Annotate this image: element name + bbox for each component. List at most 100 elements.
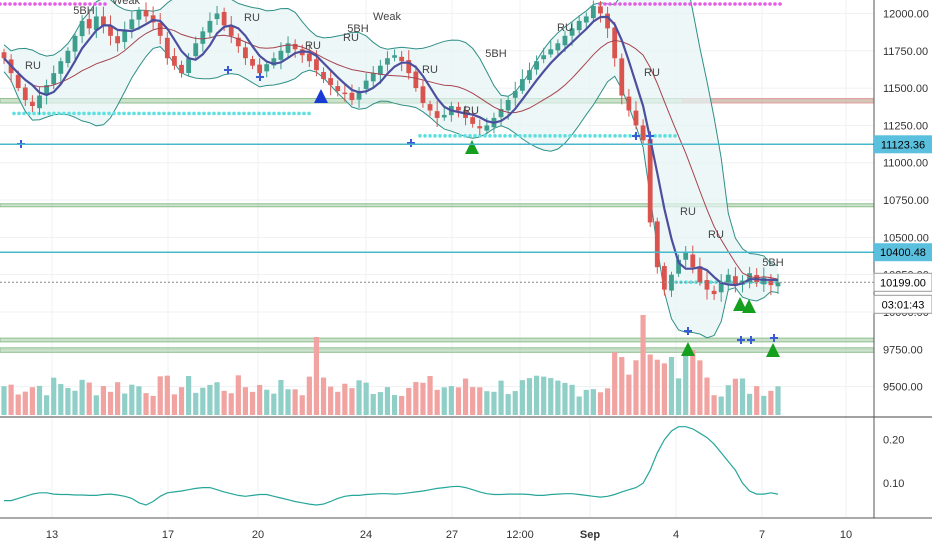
signal-dot xyxy=(683,2,687,6)
x-tick-label: Sep xyxy=(580,529,600,541)
volume-bar xyxy=(576,396,582,415)
candle-body xyxy=(122,31,128,43)
signal-dot xyxy=(668,2,672,6)
x-tick-label: 17 xyxy=(162,529,174,541)
signal-cross xyxy=(224,66,232,74)
signal-dot xyxy=(688,2,692,6)
volume-bar xyxy=(65,387,71,415)
signal-dot xyxy=(302,111,306,116)
volume-bar xyxy=(633,360,639,415)
signal-cross xyxy=(684,327,692,335)
volume-bar xyxy=(15,394,21,415)
volume-bar xyxy=(732,378,738,415)
candle-body xyxy=(51,73,57,85)
signal-dot xyxy=(87,111,91,116)
volume-bar xyxy=(36,385,43,415)
signal-triangle xyxy=(733,297,747,311)
volume-bar xyxy=(356,380,362,415)
volume-bar xyxy=(619,357,625,415)
signal-dot xyxy=(88,2,92,6)
signal-dot xyxy=(618,134,622,138)
candle-body xyxy=(619,58,625,96)
candle-body xyxy=(676,259,681,274)
signal-label: Weak xyxy=(373,11,401,23)
signal-dot xyxy=(62,111,66,116)
volume-bar xyxy=(668,356,675,415)
candle-body xyxy=(633,110,639,126)
candle-body xyxy=(370,73,376,82)
volume-bar xyxy=(221,390,227,415)
volume-bar xyxy=(129,384,135,415)
candle-body xyxy=(349,92,355,101)
volume-bar xyxy=(100,386,107,415)
candle-body xyxy=(761,277,767,285)
signal-dot xyxy=(277,111,281,116)
signal-dot xyxy=(197,111,201,116)
signal-dot xyxy=(708,2,712,6)
candle-body xyxy=(399,56,405,62)
signal-label: RU xyxy=(708,229,724,241)
candle-body xyxy=(434,111,440,118)
candle-body xyxy=(250,58,255,66)
candle-body xyxy=(647,139,653,223)
candle-body xyxy=(555,43,561,51)
volume-bar xyxy=(157,376,163,415)
signal-dot xyxy=(67,111,71,116)
price-tags: 11123.36 10400.48 10199.00 03:01:43 xyxy=(873,135,932,314)
volume-bar xyxy=(214,382,220,415)
signal-dot xyxy=(72,111,76,116)
y-tick-label: 9750.00 xyxy=(883,344,923,356)
volume-bar xyxy=(597,392,604,415)
volume-bar xyxy=(725,385,731,415)
candle-body xyxy=(22,87,28,101)
signal-dot xyxy=(738,2,742,6)
signal-dot xyxy=(573,134,577,138)
y-tick-label: 11750.00 xyxy=(883,46,928,58)
signal-dot xyxy=(187,111,191,116)
signal-dot xyxy=(723,2,727,6)
volume-bar xyxy=(143,393,149,415)
volume-bar xyxy=(661,363,667,415)
x-tick-label: 4 xyxy=(673,529,679,541)
volume-bar xyxy=(654,359,660,415)
candle-body xyxy=(150,15,156,23)
signal-dot xyxy=(57,111,61,116)
candle-body xyxy=(129,19,135,30)
volume-bar xyxy=(626,374,632,415)
signal-dot xyxy=(568,134,572,138)
bollinger-upper-line xyxy=(3,0,779,267)
price-tag-box xyxy=(873,294,932,314)
volume-bar xyxy=(484,391,490,415)
candle-body xyxy=(569,28,575,36)
volume-bar xyxy=(690,350,696,415)
candle-body xyxy=(690,254,696,268)
candle-body xyxy=(377,65,383,75)
signal-label: Weak xyxy=(112,0,140,7)
signal-dot xyxy=(768,2,772,6)
volume-bar xyxy=(526,378,533,415)
zone-band xyxy=(0,347,875,353)
signal-dot xyxy=(538,134,542,138)
signal-dot xyxy=(167,111,171,116)
signal-label: RU xyxy=(244,12,260,24)
signal-dot xyxy=(598,134,602,138)
volume-bar xyxy=(583,389,589,415)
signal-dot xyxy=(653,2,657,6)
x-tick-label: 24 xyxy=(360,529,372,541)
x-tick-label: 10 xyxy=(840,529,852,541)
volume-bar xyxy=(704,377,710,415)
signal-dot xyxy=(157,111,161,116)
signal-dot xyxy=(92,111,96,116)
signal-dot xyxy=(287,111,291,116)
signal-dot xyxy=(112,111,116,116)
horizontal-levels xyxy=(0,143,874,283)
signal-dot xyxy=(668,134,672,138)
volume-bar xyxy=(193,392,199,415)
y-tick-label: 9500.00 xyxy=(883,382,923,394)
price-tag-box xyxy=(874,243,932,262)
volume-bar xyxy=(207,384,213,415)
candle-body xyxy=(562,35,568,46)
y-tick-label: 10500.00 xyxy=(883,232,929,244)
